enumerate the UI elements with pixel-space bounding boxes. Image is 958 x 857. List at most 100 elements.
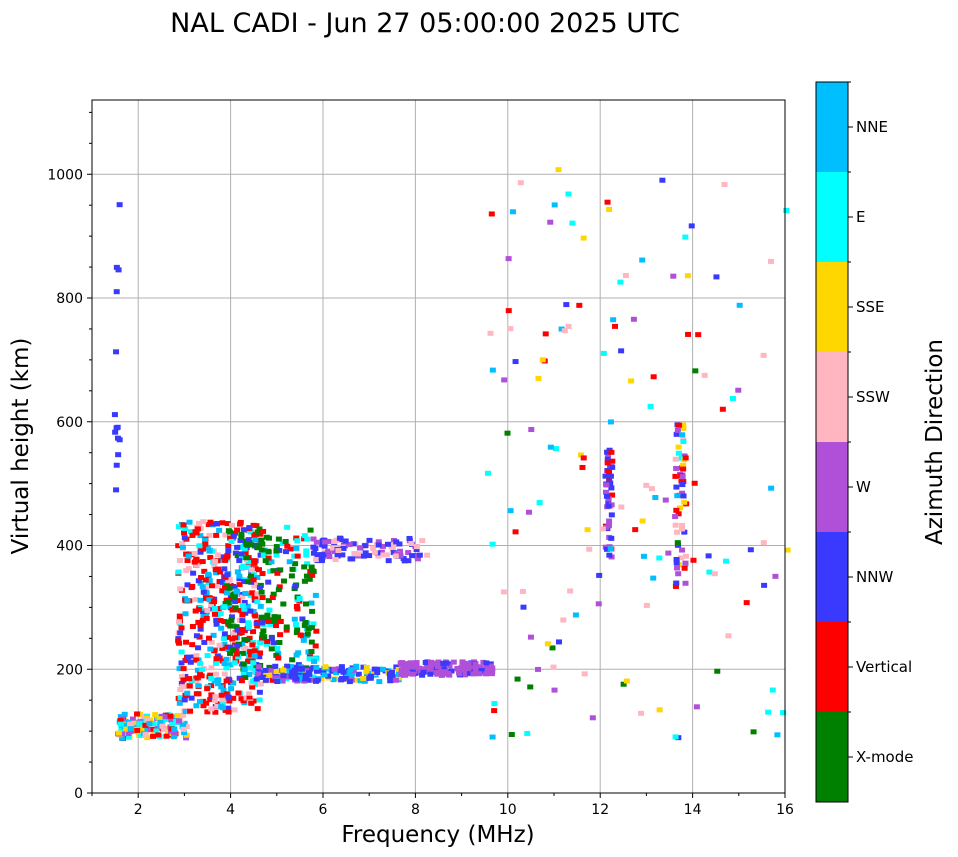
echo-point bbox=[189, 623, 196, 629]
echo-point bbox=[306, 656, 313, 662]
echo-point bbox=[284, 524, 291, 530]
echo-point bbox=[389, 546, 396, 552]
colorbar-category-label: SSE bbox=[856, 298, 885, 316]
echo-point bbox=[180, 677, 187, 683]
echo-point bbox=[127, 721, 134, 727]
echo-point bbox=[249, 642, 256, 648]
echo-point bbox=[384, 541, 391, 547]
echo-point bbox=[214, 653, 221, 659]
echo-point bbox=[605, 523, 612, 529]
echo-point bbox=[483, 671, 490, 677]
echo-point bbox=[245, 560, 252, 566]
echo-point bbox=[329, 545, 336, 551]
echo-point bbox=[200, 519, 207, 525]
echo-point bbox=[178, 674, 185, 680]
echo-point bbox=[448, 668, 455, 674]
echo-point bbox=[228, 522, 235, 528]
echo-point bbox=[681, 499, 688, 505]
echo-point bbox=[184, 597, 191, 603]
echo-point bbox=[252, 596, 259, 602]
echo-point bbox=[222, 532, 229, 538]
echo-point bbox=[251, 560, 258, 566]
echo-point bbox=[239, 564, 246, 570]
echo-point bbox=[189, 532, 196, 538]
echo-point bbox=[268, 636, 275, 642]
echo-point bbox=[189, 583, 196, 589]
colorbar-segment bbox=[816, 82, 848, 172]
echo-point bbox=[423, 662, 430, 668]
echo-point bbox=[129, 716, 136, 722]
grid-lines bbox=[92, 100, 785, 793]
echo-point bbox=[307, 527, 314, 533]
echo-point bbox=[240, 603, 247, 609]
echo-point bbox=[391, 542, 398, 548]
echo-point bbox=[257, 603, 264, 609]
echo-point bbox=[679, 526, 686, 532]
echo-point bbox=[216, 527, 223, 533]
echo-point bbox=[240, 672, 247, 678]
echo-point bbox=[235, 690, 242, 696]
echo-point bbox=[247, 592, 254, 598]
echo-point bbox=[251, 653, 258, 659]
echo-point bbox=[277, 567, 284, 573]
echo-point bbox=[197, 620, 204, 626]
echo-point bbox=[246, 671, 253, 677]
echo-point bbox=[204, 544, 211, 550]
echo-point bbox=[256, 526, 263, 532]
echo-point bbox=[487, 663, 494, 669]
echo-point bbox=[600, 350, 607, 356]
echo-point bbox=[231, 584, 238, 590]
echo-point bbox=[268, 677, 275, 683]
echo-point bbox=[680, 466, 687, 472]
echo-point bbox=[177, 695, 184, 701]
echo-point bbox=[198, 667, 205, 673]
echo-point bbox=[780, 710, 787, 716]
echo-point bbox=[416, 552, 423, 558]
echo-point bbox=[380, 666, 387, 672]
echo-point bbox=[413, 660, 420, 666]
echo-point bbox=[366, 553, 373, 559]
echo-point bbox=[396, 541, 403, 547]
echo-point bbox=[325, 538, 332, 544]
echo-point bbox=[237, 538, 244, 544]
x-tick-label: 6 bbox=[319, 802, 328, 818]
echo-point bbox=[612, 323, 619, 329]
echo-point bbox=[547, 219, 554, 225]
echo-point bbox=[181, 730, 188, 736]
echo-point bbox=[236, 558, 243, 564]
echo-point bbox=[252, 613, 259, 619]
echo-point bbox=[622, 272, 629, 278]
y-tick-label: 0 bbox=[74, 786, 83, 802]
echo-point bbox=[200, 613, 207, 619]
echo-point bbox=[250, 629, 257, 635]
echo-point bbox=[672, 456, 679, 462]
echo-point bbox=[765, 709, 772, 715]
echo-point bbox=[266, 535, 273, 541]
echo-point bbox=[230, 623, 237, 629]
echo-point bbox=[255, 671, 262, 677]
echo-point bbox=[672, 473, 679, 479]
colorbar-segment bbox=[816, 532, 848, 622]
echo-point bbox=[679, 490, 686, 496]
echo-point bbox=[318, 676, 325, 682]
echo-point bbox=[175, 619, 182, 625]
x-tick-label: 8 bbox=[411, 802, 420, 818]
echo-point bbox=[183, 735, 190, 741]
echo-point bbox=[676, 422, 683, 428]
echo-point bbox=[254, 545, 261, 551]
echo-point bbox=[195, 691, 202, 697]
echo-point bbox=[202, 541, 209, 547]
echo-point bbox=[211, 605, 218, 611]
echo-point bbox=[226, 695, 233, 701]
echo-point bbox=[603, 482, 610, 488]
echo-point bbox=[231, 530, 238, 536]
echo-point bbox=[254, 529, 261, 535]
echo-point bbox=[220, 554, 227, 560]
echo-point bbox=[295, 667, 302, 673]
echo-point bbox=[183, 732, 190, 738]
echo-point bbox=[234, 627, 241, 633]
colorbar-segment bbox=[816, 442, 848, 532]
y-tick-label: 600 bbox=[56, 415, 83, 431]
echo-point bbox=[333, 670, 340, 676]
echo-point bbox=[572, 612, 579, 618]
